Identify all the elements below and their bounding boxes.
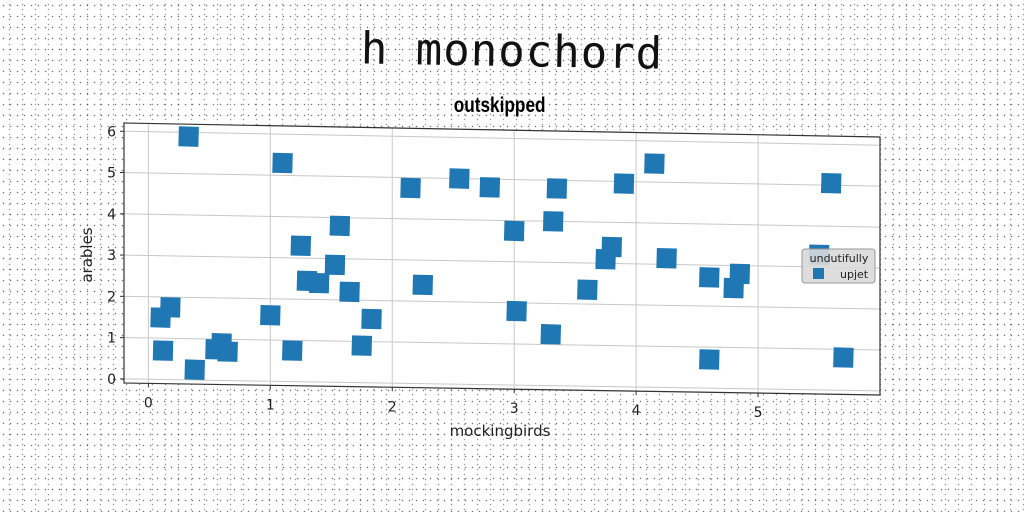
scatter-point	[540, 324, 562, 345]
x-tick-label: 3	[510, 401, 519, 417]
y-tick-label: 6	[107, 124, 116, 140]
scatter-point	[479, 177, 501, 198]
scatter-point	[400, 177, 421, 199]
scatter-point	[329, 215, 351, 237]
scatter-point	[260, 305, 281, 326]
scatter-point	[644, 153, 665, 174]
chart-title: outskipped	[453, 94, 546, 117]
scatter-point	[282, 340, 303, 361]
legend: undutifully upjet	[801, 248, 876, 284]
x-axis-label: mockingbirds	[450, 422, 551, 440]
scatter-point	[449, 168, 470, 189]
x-tick-label: 5	[754, 405, 763, 421]
scatter-point	[833, 347, 854, 368]
scatter-point	[577, 279, 598, 300]
y-gridline	[123, 213, 881, 228]
y-gridline	[123, 337, 881, 351]
x-tick-label: 4	[632, 403, 641, 419]
y-axis-label: arables	[78, 227, 96, 282]
plot-background	[124, 123, 880, 395]
scatter-point	[699, 267, 720, 288]
legend-marker	[813, 268, 824, 279]
y-gridline	[123, 295, 881, 310]
scatter-point	[699, 349, 720, 370]
scatter-point	[656, 247, 677, 269]
scatter-point	[820, 172, 842, 194]
scatter-point	[506, 300, 527, 322]
scatter-point	[503, 220, 525, 242]
y-tick-label: 2	[107, 289, 116, 305]
y-gridline	[123, 254, 881, 269]
x-tick-label: 0	[144, 395, 153, 411]
scatter-point	[150, 307, 171, 328]
scatter-point	[546, 178, 568, 199]
scatter-point	[290, 235, 312, 256]
scatter-point	[272, 152, 293, 174]
scatter-point	[339, 281, 360, 303]
scatter-point	[361, 308, 382, 330]
scatter-point	[613, 173, 635, 194]
y-tick-label: 1	[107, 331, 116, 347]
y-tick-label: 5	[107, 166, 116, 182]
scatter-point	[324, 254, 346, 276]
y-gridline	[123, 130, 881, 146]
y-gridline	[123, 172, 881, 187]
scatter-point	[152, 340, 174, 361]
gridlines	[123, 123, 881, 394]
scatter-point	[351, 335, 373, 356]
y-tick-label: 4	[107, 207, 116, 223]
y-tick-label: 3	[107, 248, 116, 264]
x-tick-label: 2	[388, 399, 397, 415]
scatter-point	[729, 263, 751, 285]
legend-title: undutifully	[810, 252, 869, 265]
scatter-point	[412, 274, 434, 296]
scatter-point	[542, 211, 564, 232]
scatter-point	[601, 236, 623, 258]
scatter-point	[217, 341, 238, 362]
x-tick-label: 1	[266, 397, 275, 413]
y-gridline	[123, 378, 881, 392]
scatter-point	[178, 126, 199, 147]
y-tick-label: 0	[107, 372, 116, 388]
scatter-point	[308, 272, 330, 294]
scatter-point	[184, 359, 205, 380]
legend-entry: upjet	[840, 268, 869, 281]
